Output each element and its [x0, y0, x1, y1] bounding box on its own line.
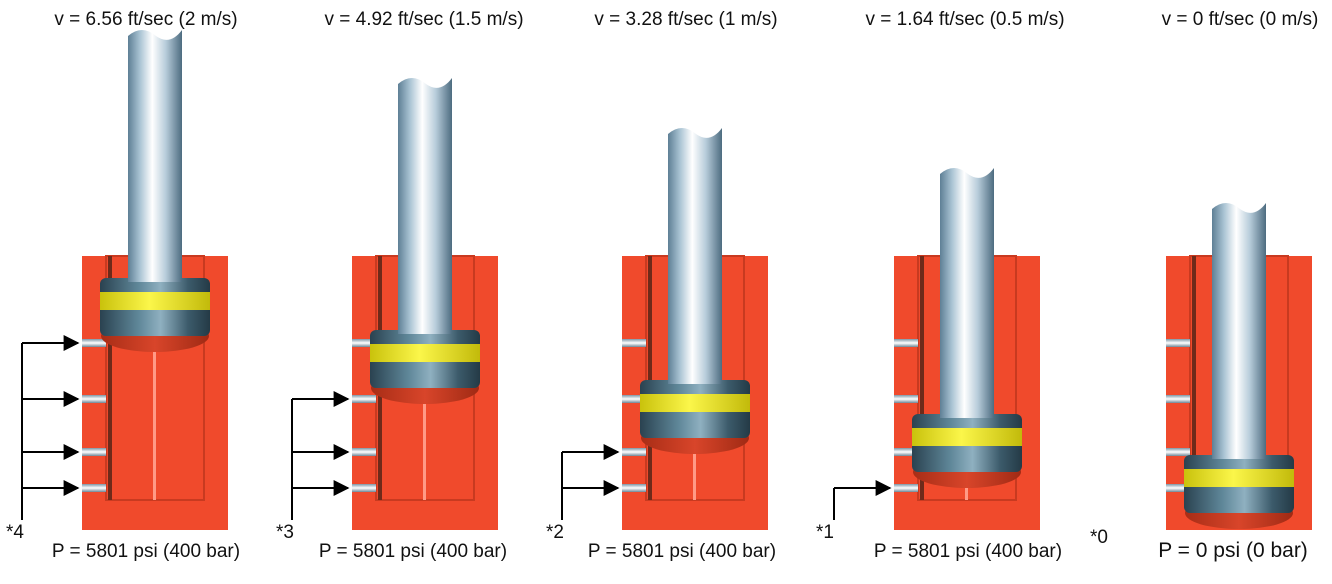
port-4 — [1166, 484, 1190, 492]
pressure-label-3: P = 5801 psi (400 bar) — [587, 541, 777, 562]
bore-shadow — [1192, 256, 1196, 500]
cylinder-5 — [1166, 203, 1312, 530]
port-1 — [1166, 339, 1190, 347]
port-1 — [352, 339, 376, 347]
stage-marker-1: *1 — [816, 522, 834, 543]
piston-rod — [128, 30, 182, 282]
stage-marker-2: *2 — [546, 522, 564, 543]
port-4 — [352, 484, 376, 492]
bore-shadow — [920, 256, 924, 500]
piston-rod — [668, 128, 722, 384]
velocity-label-5: v = 0 ft/sec (0 m/s) — [1161, 9, 1319, 30]
piston-seal — [100, 292, 210, 310]
cylinder-3 — [561, 128, 768, 530]
port-3 — [352, 448, 376, 456]
piston-seal — [370, 344, 480, 362]
bore-shadow — [648, 256, 652, 500]
port-1 — [82, 339, 106, 347]
velocity-label-1: v = 6.56 ft/sec (2 m/s) — [54, 9, 238, 30]
port-4 — [622, 484, 646, 492]
port-3 — [82, 448, 106, 456]
port-4 — [82, 484, 106, 492]
stage-marker-3: *3 — [276, 522, 294, 543]
piston-seal — [1184, 469, 1294, 487]
velocity-label-4: v = 1.64 ft/sec (0.5 m/s) — [865, 9, 1065, 30]
port-4 — [894, 484, 918, 492]
pressure-label-5: P = 0 psi (0 bar) — [1158, 539, 1308, 562]
stage-marker-4: *4 — [6, 522, 24, 543]
port-3 — [894, 448, 918, 456]
cylinder-4 — [833, 168, 1040, 530]
port-3 — [622, 448, 646, 456]
pressure-label-2: P = 5801 psi (400 bar) — [318, 541, 508, 562]
pressure-label-1: P = 5801 psi (400 bar) — [51, 541, 241, 562]
stage-marker-0: *0 — [1090, 527, 1108, 548]
piston-rod — [940, 168, 994, 418]
bore-shadow — [108, 256, 112, 500]
velocity-label-3: v = 3.28 ft/sec (1 m/s) — [594, 9, 778, 30]
piston-seal — [640, 394, 750, 412]
port-2 — [352, 395, 376, 403]
cylinder-2 — [291, 78, 498, 530]
oil-channel — [693, 440, 696, 500]
pressure-label-4: P = 5801 psi (400 bar) — [873, 541, 1063, 562]
port-2 — [1166, 395, 1190, 403]
port-1 — [622, 339, 646, 347]
port-1 — [894, 339, 918, 347]
velocity-label-2: v = 4.92 ft/sec (1.5 m/s) — [324, 9, 524, 30]
port-2 — [622, 395, 646, 403]
port-3 — [1166, 448, 1190, 456]
oil-channel — [423, 390, 426, 500]
port-2 — [894, 395, 918, 403]
piston-rod — [398, 78, 452, 334]
cylinder-1 — [21, 30, 228, 530]
oil-channel — [153, 338, 156, 500]
piston-seal — [912, 428, 1022, 446]
port-2 — [82, 395, 106, 403]
piston-rod — [1212, 203, 1266, 459]
